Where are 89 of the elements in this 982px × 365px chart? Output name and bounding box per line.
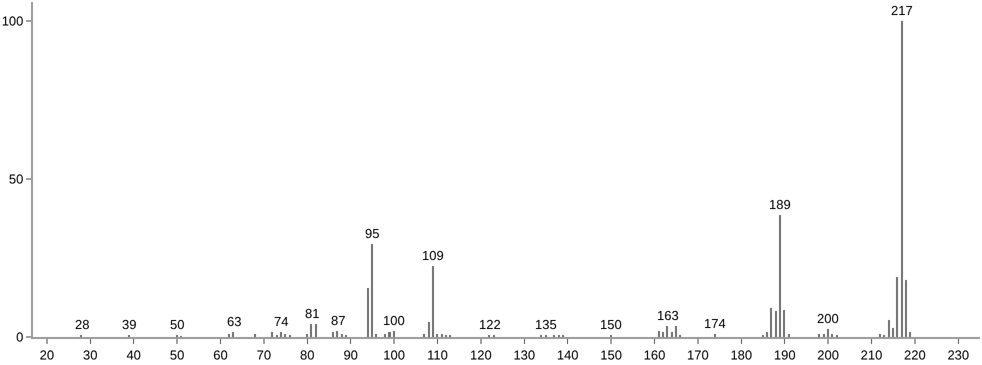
bar xyxy=(375,334,377,337)
bar xyxy=(896,277,898,337)
bar xyxy=(666,326,668,337)
x-tick-label: 100 xyxy=(383,348,405,363)
x-tick-label: 140 xyxy=(556,348,579,363)
y-tick-label: 0 xyxy=(16,330,24,345)
annotation: 95 xyxy=(365,226,380,241)
bar xyxy=(428,322,430,337)
bar xyxy=(879,334,881,337)
bar xyxy=(827,329,829,337)
bar xyxy=(423,334,425,337)
x-tick-label: 170 xyxy=(687,348,709,363)
bar xyxy=(818,334,820,337)
x-tick-label: 110 xyxy=(427,348,448,363)
bar xyxy=(775,311,777,337)
bar xyxy=(892,328,894,337)
annotation: 150 xyxy=(600,317,622,332)
annotation: 100 xyxy=(383,313,405,328)
x-tick-label: 60 xyxy=(213,348,228,363)
bar xyxy=(367,288,369,337)
bar xyxy=(905,280,907,337)
bar xyxy=(671,332,673,337)
x-tick-label: 150 xyxy=(600,348,622,363)
bar xyxy=(280,332,282,337)
bar xyxy=(284,334,286,337)
annotation: 200 xyxy=(817,311,839,326)
annotation: 122 xyxy=(479,317,501,332)
annotation: 109 xyxy=(422,248,444,263)
bar xyxy=(228,334,230,337)
bar xyxy=(658,331,660,337)
x-tick-label: 190 xyxy=(774,348,796,363)
annotation: 87 xyxy=(331,313,346,328)
bar xyxy=(901,21,903,337)
x-tick-label: 30 xyxy=(83,348,98,363)
bar xyxy=(831,334,833,337)
bar xyxy=(332,332,334,337)
x-tick-label: 80 xyxy=(300,348,315,363)
bar xyxy=(779,215,781,337)
annotation: 50 xyxy=(170,317,184,332)
bar xyxy=(888,320,890,337)
bar xyxy=(436,334,438,337)
bar xyxy=(336,331,338,337)
y-tick-label: 50 xyxy=(8,172,24,187)
x-tick-label: 20 xyxy=(40,348,54,363)
x-tick-label: 230 xyxy=(947,348,970,363)
bar xyxy=(783,310,785,337)
x-tick-label: 70 xyxy=(256,348,272,363)
x-tick-label: 120 xyxy=(470,348,492,363)
x-tick-label: 220 xyxy=(904,348,926,363)
bar xyxy=(371,244,373,337)
bar xyxy=(310,324,312,337)
x-tick-label: 210 xyxy=(860,348,882,363)
x-tick-label: 200 xyxy=(817,348,839,363)
bar xyxy=(770,308,772,337)
annotation: 174 xyxy=(704,316,726,331)
annotation: 81 xyxy=(305,306,320,321)
x-tick-label: 90 xyxy=(343,348,358,363)
bar xyxy=(432,266,434,337)
x-tick-label: 50 xyxy=(170,348,184,363)
bar xyxy=(254,334,256,337)
bar xyxy=(341,334,343,337)
annotation: 74 xyxy=(274,314,288,329)
annotation: 163 xyxy=(657,308,679,323)
x-tick-label: 130 xyxy=(513,348,536,363)
bar xyxy=(788,334,790,337)
bar xyxy=(393,331,395,337)
bar xyxy=(714,334,716,337)
bar xyxy=(232,332,234,337)
y-tick-label: 100 xyxy=(2,14,24,29)
x-tick-label: 180 xyxy=(730,348,752,363)
bar xyxy=(766,332,768,337)
annotation: 63 xyxy=(227,314,242,329)
bar xyxy=(662,332,664,337)
annotation: 189 xyxy=(769,197,791,212)
annotation: 135 xyxy=(535,317,557,332)
annotation: 39 xyxy=(122,317,136,332)
bar xyxy=(675,326,677,337)
bar xyxy=(384,334,386,337)
bar xyxy=(306,334,308,337)
bar xyxy=(823,334,825,337)
annotation: 217 xyxy=(891,3,913,18)
x-tick-label: 40 xyxy=(126,348,141,363)
bar xyxy=(271,332,273,337)
bar xyxy=(315,324,317,337)
x-tick-label: 160 xyxy=(644,348,666,363)
bar xyxy=(441,334,443,337)
bar xyxy=(909,332,911,337)
bar xyxy=(388,332,391,337)
annotation: 28 xyxy=(75,317,90,332)
